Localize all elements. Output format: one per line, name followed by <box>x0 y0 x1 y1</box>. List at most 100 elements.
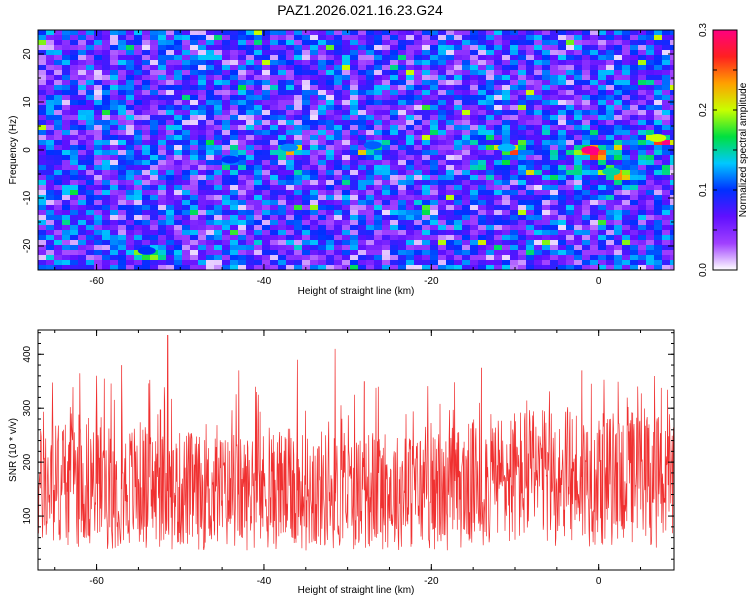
heatmap-cell <box>214 45 223 51</box>
heatmap-cell <box>518 150 527 156</box>
heatmap-cell <box>38 50 47 56</box>
heatmap-cell <box>366 155 375 161</box>
heatmap-cell <box>70 175 79 181</box>
heatmap-cell <box>158 240 167 246</box>
heatmap-cell <box>86 140 95 146</box>
heatmap-cell <box>382 120 391 126</box>
heatmap-cell <box>38 250 47 256</box>
heatmap-cell <box>422 265 431 270</box>
heatmap-cell <box>414 105 423 111</box>
heatmap-cell <box>206 250 215 256</box>
heatmap-cell <box>134 95 143 101</box>
heatmap-cell <box>374 135 383 141</box>
heatmap-cell <box>270 70 279 76</box>
heatmap-cell <box>430 205 439 211</box>
heatmap-cell <box>574 215 583 221</box>
heatmap-cell <box>366 55 375 61</box>
colorbar-ticks: 0.00.10.20.3 <box>698 23 737 277</box>
heatmap-cell <box>174 240 183 246</box>
heatmap-cell <box>310 210 319 216</box>
heatmap-cell <box>518 225 527 231</box>
heatmap-cell <box>566 225 575 231</box>
heatmap-cell <box>590 120 599 126</box>
heatmap-cell <box>582 50 591 56</box>
heatmap-cell <box>294 195 303 201</box>
heatmap-cell <box>630 245 639 251</box>
heatmap-cell <box>494 80 503 86</box>
heatmap-cell <box>246 75 255 81</box>
heatmap-cell <box>358 150 367 156</box>
heatmap-cell <box>118 70 127 76</box>
heatmap-cell <box>622 110 631 116</box>
heatmap-cell <box>46 150 55 156</box>
heatmap-cell <box>638 185 647 191</box>
heatmap-cell <box>542 165 551 171</box>
heatmap-cell <box>438 80 447 86</box>
heatmap-cell <box>606 255 615 261</box>
heatmap-cell <box>494 50 503 56</box>
heatmap-cell <box>406 65 415 71</box>
heatmap-cell <box>646 145 655 151</box>
heatmap-cell <box>654 55 663 61</box>
heatmap-cell <box>302 150 311 156</box>
heatmap-cell <box>222 145 231 151</box>
heatmap-cell <box>382 85 391 91</box>
heatmap-cell <box>454 75 463 81</box>
heatmap-cell <box>406 215 415 221</box>
heatmap-cell <box>630 255 639 261</box>
heatmap-cell <box>134 170 143 176</box>
heatmap-cell <box>518 155 527 161</box>
snr-y-axis-label: SNR (10 * v/v) <box>8 418 19 482</box>
heatmap-cell <box>142 210 151 216</box>
heatmap-cell <box>294 155 303 161</box>
heatmap-cell <box>374 235 383 241</box>
heatmap-cell <box>646 110 655 116</box>
heatmap-cell <box>566 105 575 111</box>
heatmap-cell <box>334 105 343 111</box>
heatmap-cell <box>342 30 351 36</box>
heatmap-hotspot <box>137 246 156 255</box>
heatmap-cell <box>438 90 447 96</box>
heatmap-cell <box>326 255 335 261</box>
heatmap-cell <box>270 250 279 256</box>
heatmap-cell <box>662 65 671 71</box>
heatmap-cell <box>622 260 631 266</box>
heatmap-cell <box>222 180 231 186</box>
heatmap-cell <box>582 160 591 166</box>
heatmap-cell <box>630 140 639 146</box>
heatmap-cell <box>150 65 159 71</box>
heatmap-cell <box>78 120 87 126</box>
heatmap-cell <box>390 115 399 121</box>
heatmap-cell <box>494 155 503 161</box>
heatmap-cell <box>414 115 423 121</box>
heatmap-cell <box>190 255 199 261</box>
heatmap-cell <box>446 150 455 156</box>
heatmap-cell <box>38 110 47 116</box>
heatmap-cell <box>302 65 311 71</box>
heatmap-cell <box>502 265 511 270</box>
heatmap-cell <box>142 110 151 116</box>
heatmap-cell <box>382 240 391 246</box>
heatmap-cell <box>662 40 671 46</box>
heatmap-cell <box>86 255 95 261</box>
heatmap-cell <box>630 115 639 121</box>
heatmap-cell <box>142 115 151 121</box>
heatmap-cell <box>646 160 655 166</box>
heatmap-cell <box>670 105 674 111</box>
heatmap-cell <box>62 145 71 151</box>
heatmap-cell <box>534 70 543 76</box>
heatmap-cell <box>254 105 263 111</box>
heatmap-cell <box>550 80 559 86</box>
heatmap-cell <box>542 75 551 81</box>
heatmap-cell <box>494 225 503 231</box>
heatmap-cell <box>542 250 551 256</box>
heatmap-cell <box>142 125 151 131</box>
heatmap-cell <box>390 245 399 251</box>
heatmap-cell <box>510 50 519 56</box>
heatmap-cell <box>494 140 503 146</box>
heatmap-cell <box>270 160 279 166</box>
heatmap-cell <box>214 125 223 131</box>
heatmap-cell <box>238 115 247 121</box>
heatmap-cell <box>166 240 175 246</box>
heatmap-cell <box>630 80 639 86</box>
